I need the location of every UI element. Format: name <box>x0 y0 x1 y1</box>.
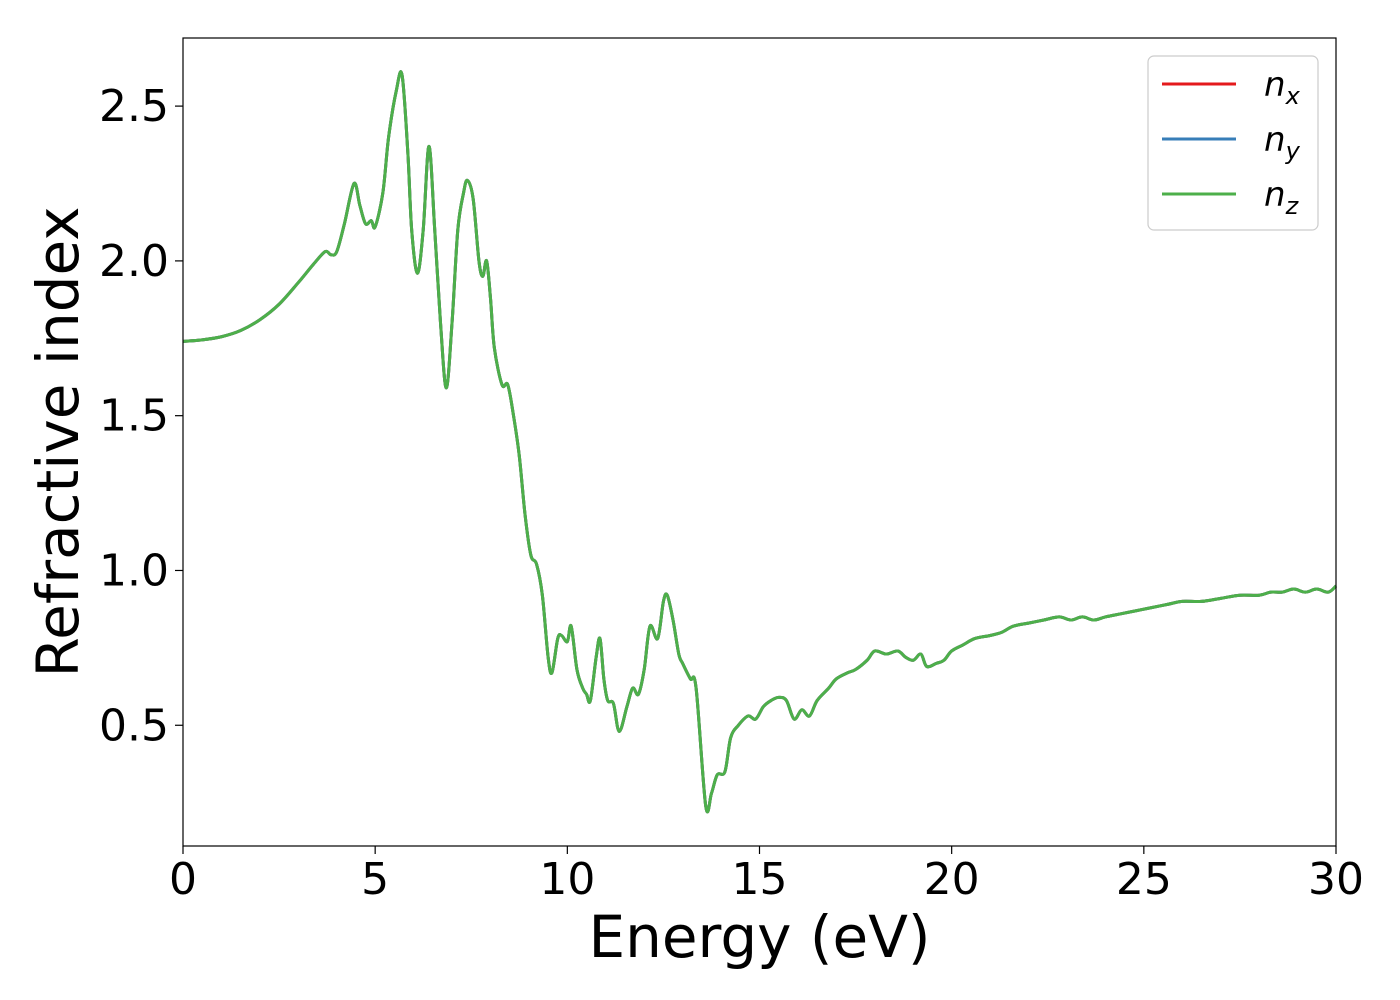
y-tick-label: 2.5 <box>99 81 169 132</box>
x-axis-title: Energy (eV) <box>588 903 930 971</box>
y-axis-title: Refractive index <box>24 206 92 677</box>
series-line-nz <box>182 70 1338 814</box>
x-axis-ticks: 0 5 10 15 20 25 30 <box>169 846 1364 905</box>
legend-label-nx: nx <box>1264 65 1301 110</box>
x-tick-label: 10 <box>539 854 595 905</box>
legend-label-ny: ny <box>1264 120 1301 165</box>
series-layer <box>182 70 1338 814</box>
legend-label-nz: nz <box>1264 175 1300 220</box>
x-tick-label: 5 <box>361 854 389 905</box>
y-axis-ticks: 0.5 1.0 1.5 2.0 2.5 <box>99 81 183 751</box>
x-tick-label: 15 <box>732 854 788 905</box>
legend: nx ny nz <box>1147 55 1319 231</box>
legend-box <box>1147 55 1319 231</box>
x-tick-label: 30 <box>1308 854 1364 905</box>
y-tick-label: 0.5 <box>99 700 169 751</box>
y-tick-label: 1.0 <box>99 545 169 596</box>
x-tick-label: 25 <box>1116 854 1172 905</box>
y-tick-label: 2.0 <box>99 236 169 287</box>
y-tick-label: 1.5 <box>99 391 169 442</box>
x-tick-label: 0 <box>169 854 197 905</box>
x-tick-label: 20 <box>924 854 980 905</box>
